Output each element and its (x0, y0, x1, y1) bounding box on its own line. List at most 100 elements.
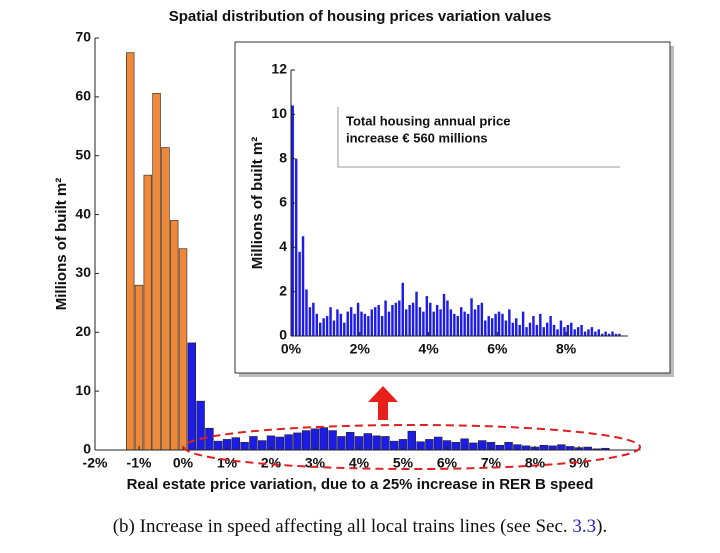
bar (308, 307, 312, 336)
bar (353, 313, 356, 336)
bar (416, 441, 425, 451)
bar (614, 333, 618, 336)
bar (525, 327, 528, 336)
y-tick-label: 40 (75, 205, 91, 221)
bar (611, 331, 614, 336)
bar (425, 296, 429, 336)
bar (381, 436, 390, 451)
bar (480, 302, 484, 336)
bar (325, 316, 329, 336)
bar (391, 304, 394, 336)
y-tick-label: 10 (75, 382, 91, 398)
y-tick-label: 60 (75, 88, 91, 104)
bar (545, 322, 549, 336)
bar (360, 311, 363, 336)
bar (573, 329, 576, 336)
bar (387, 311, 391, 336)
x-tick-label: 5% (393, 455, 414, 471)
bar (196, 400, 205, 451)
bar (435, 304, 439, 336)
bar (539, 313, 542, 336)
y-tick-label: 70 (75, 29, 91, 45)
bar (152, 93, 161, 451)
bar (618, 333, 621, 336)
bar (451, 442, 460, 451)
y-tick-label: 6 (279, 194, 287, 210)
y-tick-label: 4 (279, 238, 287, 254)
x-tick-label: 0% (173, 455, 194, 471)
bar (600, 333, 604, 336)
x-tick-label: 2% (350, 341, 371, 357)
bar (345, 432, 355, 451)
bar (439, 309, 442, 336)
bar (463, 311, 466, 336)
bar (597, 329, 600, 336)
caption: (b) Increase in speed affecting all loca… (113, 516, 608, 537)
bar (487, 316, 490, 336)
bar (535, 324, 539, 336)
bar (161, 147, 170, 451)
bar (319, 322, 322, 336)
bar (374, 307, 377, 336)
bar (187, 342, 196, 451)
bar (557, 444, 566, 451)
bar (301, 236, 305, 336)
y-tick-label: 2 (279, 282, 287, 298)
bar (552, 324, 556, 336)
bar (532, 316, 535, 336)
bar (607, 333, 611, 336)
bar (460, 307, 463, 336)
highlight-ellipse (183, 424, 641, 470)
bar (332, 320, 336, 336)
bar (319, 427, 328, 451)
bar (425, 439, 434, 451)
bar (312, 302, 315, 336)
bar (513, 444, 522, 451)
x-tick-label: 9% (569, 455, 590, 471)
bar (363, 433, 372, 451)
bar (583, 331, 587, 336)
bar (556, 329, 559, 336)
bar (384, 300, 387, 336)
x-tick-label: 4% (418, 341, 439, 357)
bar (511, 322, 515, 336)
bar (433, 436, 443, 451)
y-tick-label: 12 (271, 61, 287, 77)
x-tick-label: 4% (349, 455, 370, 471)
bar (504, 320, 508, 336)
bar (449, 309, 453, 336)
bar (240, 442, 249, 451)
bar (528, 322, 532, 336)
bar (337, 436, 346, 451)
bar (559, 320, 563, 336)
bar (291, 105, 294, 336)
bar (490, 318, 494, 336)
bar (580, 324, 583, 336)
bar (293, 432, 302, 451)
bar (143, 174, 152, 451)
bar (322, 318, 325, 336)
bar (170, 220, 179, 451)
bar (370, 309, 374, 336)
bar (408, 304, 411, 336)
bar (329, 307, 332, 336)
bar (336, 309, 339, 336)
bar (363, 313, 367, 336)
bar (570, 322, 573, 336)
bar (456, 316, 459, 336)
x-tick-label: 6% (487, 341, 508, 357)
bar (497, 311, 501, 336)
bar (367, 316, 370, 336)
bar (549, 316, 552, 336)
bar (501, 313, 504, 336)
bar (380, 316, 384, 336)
bar (411, 302, 415, 336)
caption-ref[interactable]: 3.3 (572, 516, 596, 537)
x-tick-label: 8% (556, 341, 577, 357)
bar (587, 329, 590, 336)
y-tick-label: 0 (279, 327, 287, 343)
bar (377, 304, 380, 336)
bar (415, 291, 418, 336)
x-tick-label: -1% (127, 455, 152, 471)
bar (401, 282, 404, 336)
